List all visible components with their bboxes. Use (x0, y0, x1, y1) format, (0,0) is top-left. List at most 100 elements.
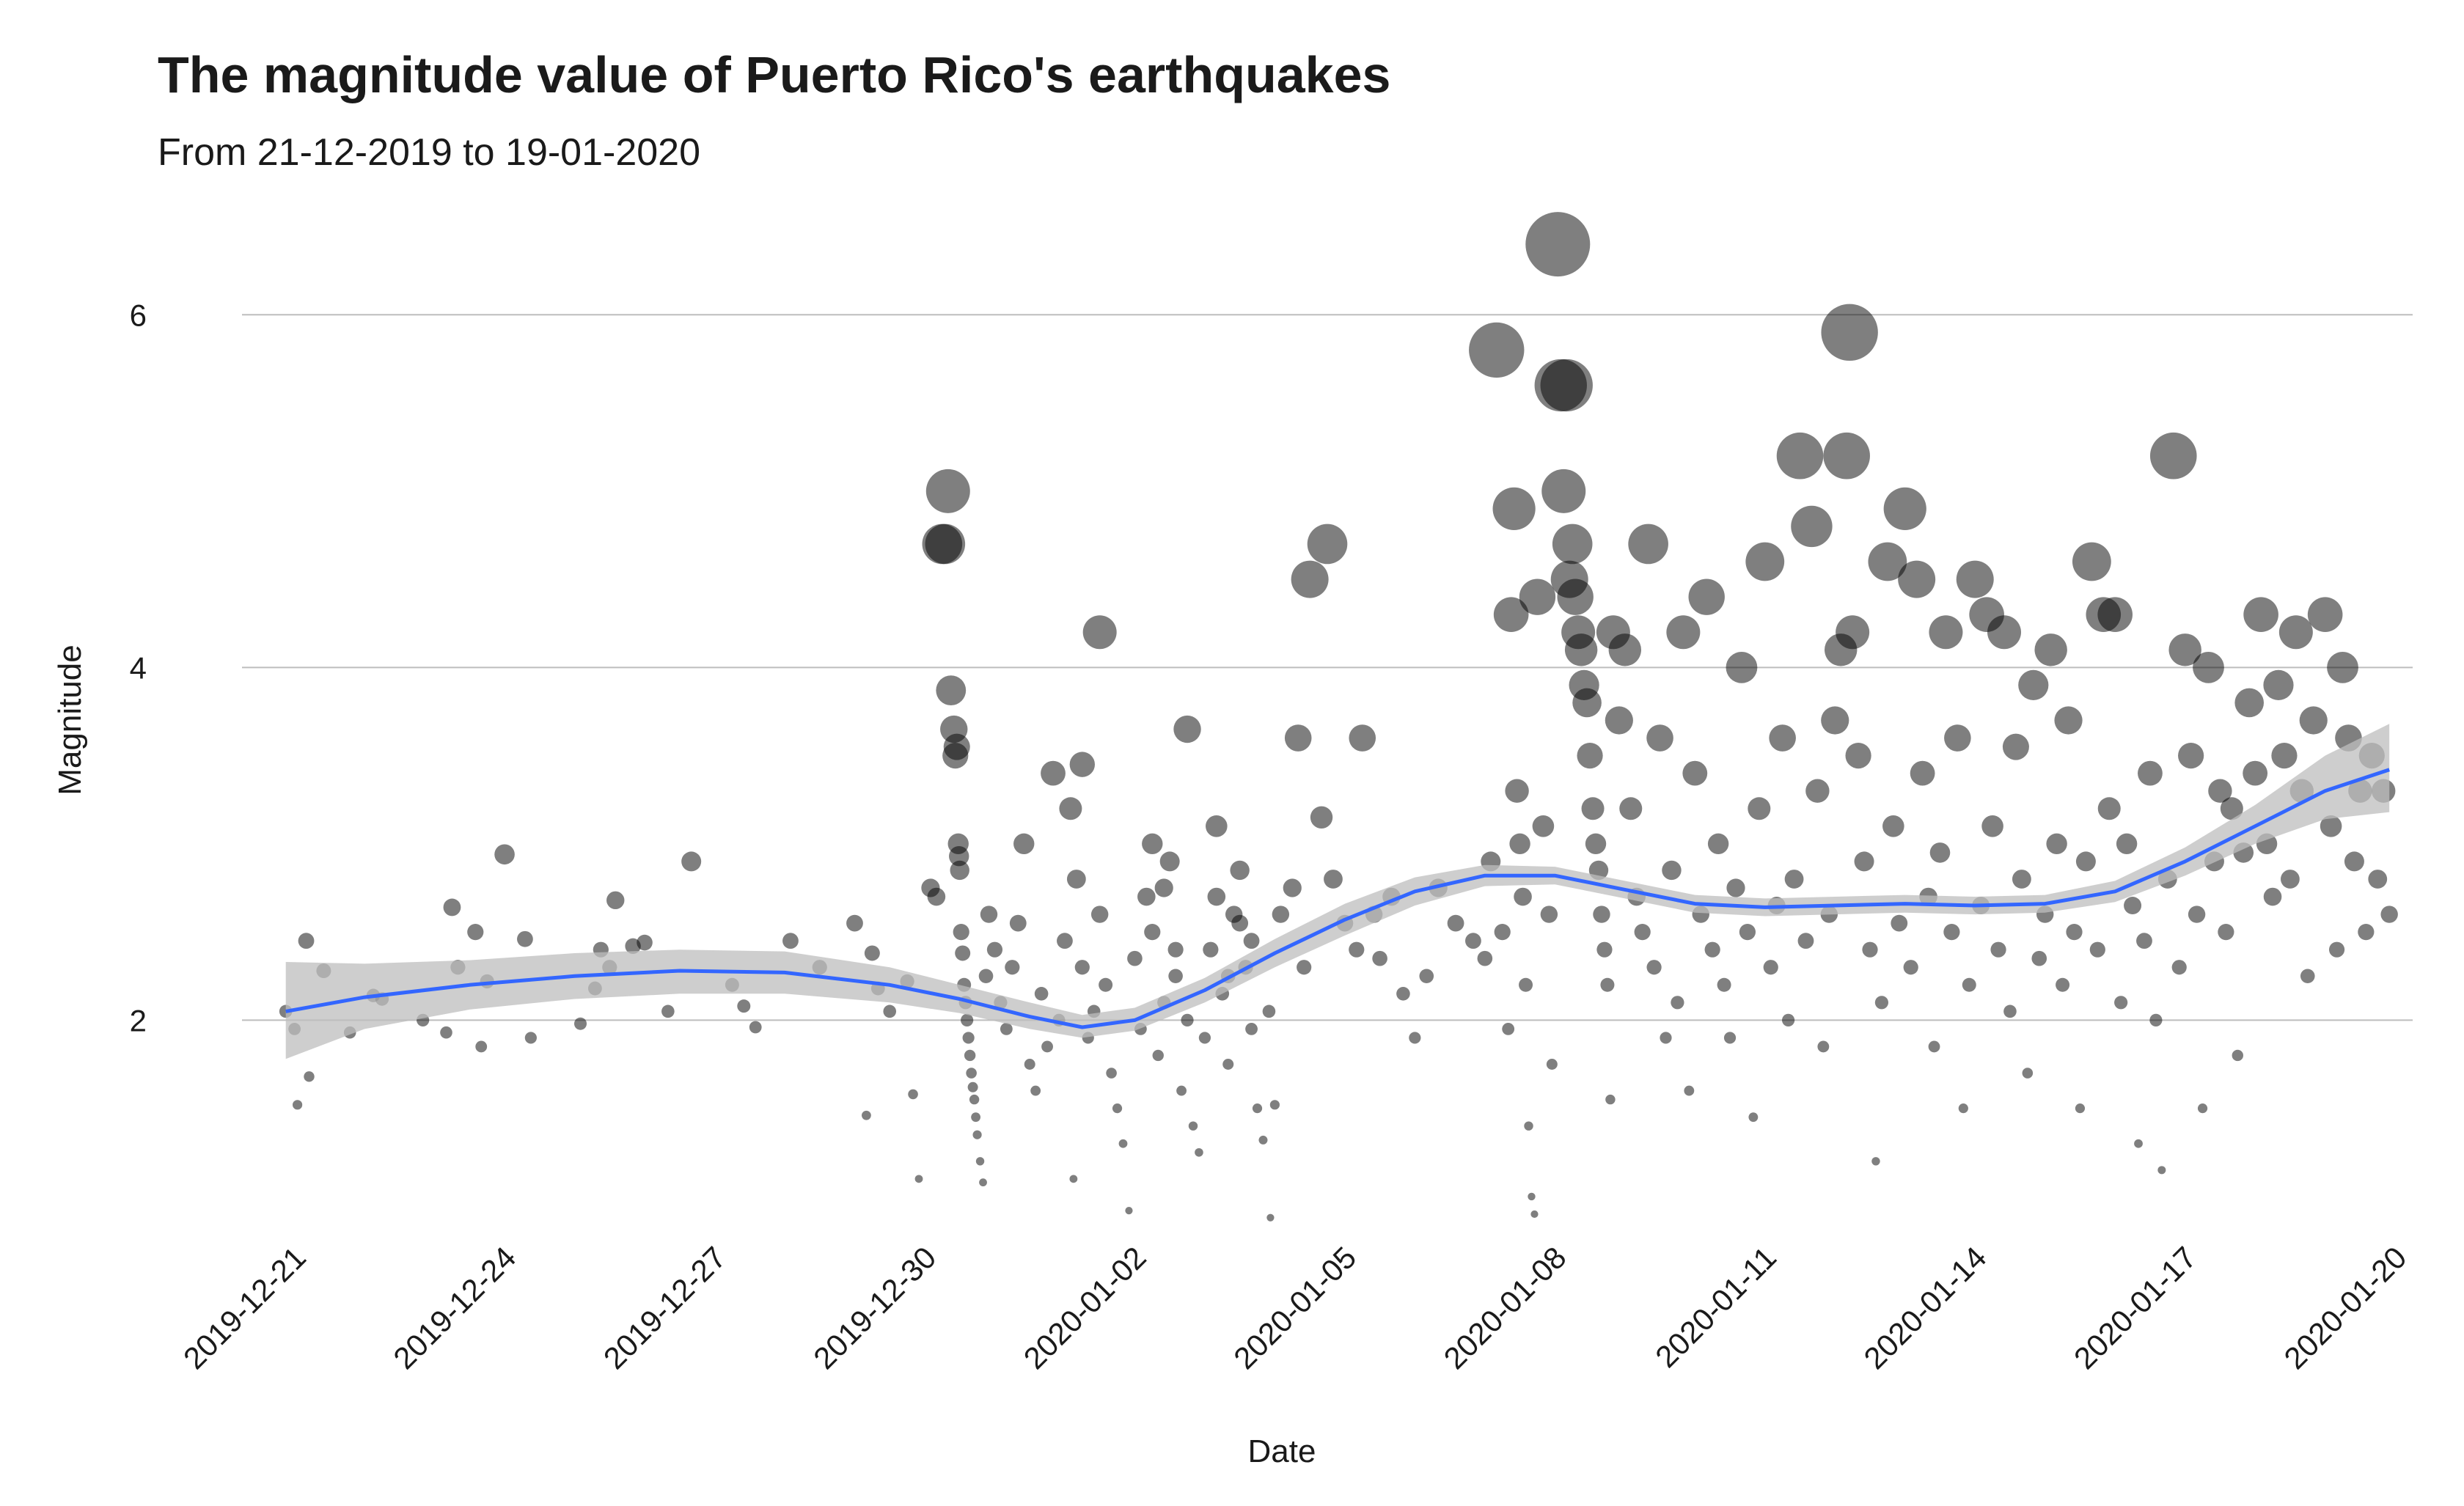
data-point (2171, 960, 2187, 975)
data-point (1572, 688, 1602, 718)
data-point (1745, 542, 1785, 581)
data-point (943, 733, 970, 760)
data-point (2134, 1139, 2143, 1148)
data-point (1682, 760, 1708, 786)
data-point (2320, 815, 2342, 837)
data-point (1000, 1023, 1013, 1035)
data-point (1447, 914, 1464, 932)
data-point (1769, 724, 1796, 752)
data-point (1152, 1049, 1164, 1062)
data-point (1159, 851, 1180, 872)
data-point (1030, 1085, 1041, 1096)
data-point (2344, 851, 2364, 872)
data-point (2300, 969, 2315, 984)
data-point (1821, 304, 1878, 361)
data-point (1034, 987, 1049, 1001)
data-point (1324, 870, 1343, 889)
data-point (574, 1017, 587, 1030)
data-point (1726, 651, 1758, 683)
data-point (1891, 914, 1908, 932)
x-tick-label: 2019-12-27 (597, 1240, 733, 1375)
data-point (1605, 1094, 1616, 1105)
gridlines (242, 314, 2413, 1021)
data-point (1514, 887, 1532, 906)
data-point (1024, 1059, 1035, 1070)
data-point (737, 999, 751, 1013)
data-point (1628, 524, 1668, 565)
data-point (1269, 1100, 1280, 1110)
data-point (966, 1068, 977, 1079)
data-point (2012, 870, 2031, 889)
data-point (2056, 977, 2070, 992)
data-point (1791, 505, 1833, 548)
data-point (969, 1094, 980, 1105)
data-point (1074, 960, 1090, 975)
data-point (2193, 651, 2224, 683)
data-point (1874, 996, 1889, 1010)
data-point (1243, 933, 1260, 949)
data-point (1540, 906, 1558, 923)
data-point (1118, 1139, 1128, 1148)
data-point (1962, 977, 1976, 992)
data-point (1748, 1112, 1759, 1123)
data-point (2358, 924, 2375, 941)
data-point (1782, 1013, 1795, 1026)
data-point (2097, 797, 2121, 820)
data-point (2299, 706, 2328, 735)
data-point (967, 1081, 978, 1092)
data-point (1530, 1210, 1539, 1219)
y-tick-label: 4 (130, 650, 147, 685)
data-point (1903, 960, 1918, 975)
x-tick-label: 2020-01-02 (1017, 1240, 1153, 1375)
data-point (2002, 733, 2029, 760)
data-point (1284, 724, 1312, 752)
data-point (1154, 878, 1173, 897)
data-point (1082, 615, 1117, 650)
data-point (1502, 1023, 1515, 1035)
x-tick-label: 2020-01-14 (1857, 1240, 1992, 1375)
data-point (1069, 752, 1096, 777)
data-point (517, 930, 533, 947)
data-point (1310, 806, 1333, 829)
data-point (1099, 977, 1113, 992)
data-point (2031, 950, 2047, 966)
data-point (782, 933, 799, 949)
data-point (1041, 760, 1066, 786)
data-point (908, 1089, 918, 1100)
data-point (962, 1032, 975, 1044)
data-point (846, 914, 863, 932)
data-point (2218, 924, 2234, 941)
data-point (1600, 977, 1615, 992)
data-point (1283, 878, 1302, 897)
data-point (1688, 578, 1725, 615)
data-point (1173, 715, 1201, 743)
data-point (443, 898, 461, 917)
data-point (475, 1040, 488, 1053)
data-point (2149, 1013, 2163, 1026)
data-point (1557, 578, 1594, 615)
data-point (1195, 1147, 1203, 1157)
y-axis-ticks: 2 4 6 (130, 298, 147, 1037)
x-tick-label: 2019-12-24 (386, 1240, 522, 1375)
data-point (1704, 941, 1720, 958)
data-point (1593, 906, 1610, 923)
data-point (1944, 724, 1971, 752)
data-point (1763, 960, 1778, 975)
data-point (1817, 1040, 1830, 1053)
data-point (1943, 924, 1960, 941)
data-point (2138, 760, 2163, 786)
data-point (1605, 706, 1633, 735)
data-point (1585, 833, 1607, 855)
x-tick-label: 2019-12-21 (177, 1240, 312, 1375)
data-point (1660, 1032, 1672, 1044)
data-point (2263, 669, 2294, 700)
x-tick-label: 2020-01-08 (1437, 1240, 1573, 1375)
data-point (1041, 1040, 1053, 1053)
data-point (2243, 760, 2268, 786)
data-point (1230, 860, 1250, 881)
data-point (861, 1110, 871, 1120)
data-point (1928, 1040, 1940, 1053)
data-point (2380, 906, 2398, 923)
data-point (2114, 996, 2128, 1010)
data-point (1469, 322, 1525, 378)
